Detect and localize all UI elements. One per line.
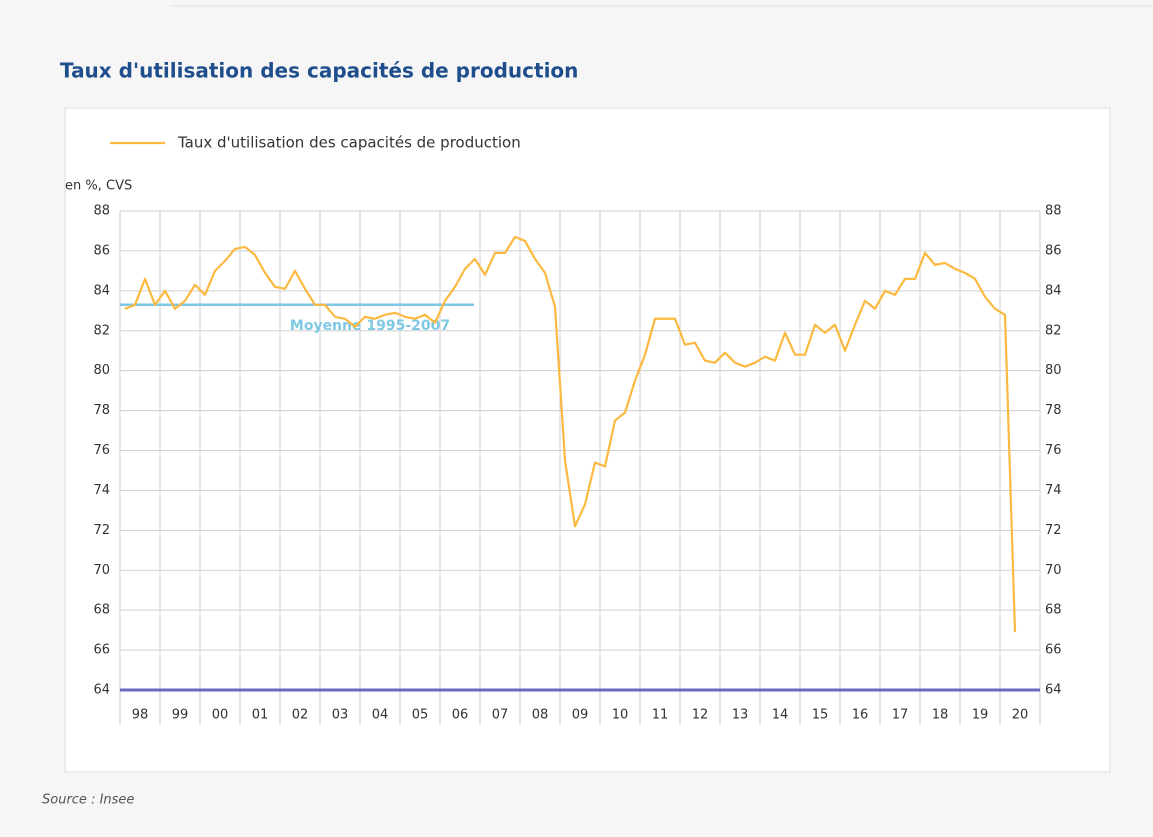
y-tick-label: 86 — [93, 243, 110, 258]
x-tick-label: 14 — [772, 708, 789, 723]
y2-tick-label: 70 — [1045, 563, 1062, 578]
x-tick-label: 04 — [372, 708, 389, 723]
x-tick-label: 07 — [492, 708, 509, 723]
y2-tick-label: 74 — [1045, 483, 1062, 498]
x-tick-label: 18 — [932, 708, 949, 723]
x-tick-label: 20 — [1012, 708, 1029, 723]
y-tick-label: 64 — [93, 683, 110, 698]
x-tick-label: 12 — [692, 708, 709, 723]
x-tick-label: 03 — [332, 708, 349, 723]
y-tick-label: 72 — [93, 523, 110, 538]
x-tick-label: 01 — [252, 708, 269, 723]
y-tick-label: 80 — [93, 363, 110, 378]
y-tick-label: 84 — [93, 283, 110, 298]
x-tick-label: 19 — [972, 708, 989, 723]
source: Source : Insee — [42, 793, 134, 808]
x-tick-label: 15 — [812, 708, 829, 723]
y2-tick-label: 86 — [1045, 243, 1062, 258]
x-tick-label: 05 — [412, 708, 429, 723]
x-tick-label: 06 — [452, 708, 469, 723]
y2-tick-label: 82 — [1045, 323, 1062, 338]
y2-tick-label: 64 — [1045, 683, 1062, 698]
chart-box — [64, 107, 1111, 773]
x-tick-label: 99 — [172, 708, 189, 723]
legend-label: Taux d'utilisation des capacités de prod… — [177, 134, 521, 152]
y2-tick-label: 76 — [1045, 443, 1062, 458]
y2-tick-label: 78 — [1045, 403, 1062, 418]
y-axis-label: en %, CVS — [65, 179, 132, 194]
average-label: Moyenne 1995-2007 — [290, 318, 450, 334]
x-tick-label: 08 — [532, 708, 549, 723]
y-tick-label: 82 — [93, 323, 110, 338]
y2-tick-label: 84 — [1045, 283, 1062, 298]
x-tick-label: 17 — [892, 708, 909, 723]
y-tick-label: 88 — [93, 204, 110, 219]
y-tick-label: 66 — [93, 643, 110, 658]
x-tick-label: 10 — [612, 708, 629, 723]
y-tick-label: 76 — [93, 443, 110, 458]
x-tick-label: 16 — [852, 708, 869, 723]
x-tick-label: 00 — [212, 708, 229, 723]
x-tick-label: 11 — [652, 708, 669, 723]
y-tick-label: 74 — [93, 483, 110, 498]
x-tick-label: 98 — [132, 708, 149, 723]
x-tick-label: 13 — [732, 708, 749, 723]
series-line — [124, 235, 1017, 633]
y2-tick-label: 80 — [1045, 363, 1062, 378]
chart-title: Taux d'utilisation des capacités de prod… — [60, 59, 578, 83]
y2-tick-label: 66 — [1045, 643, 1062, 658]
y-tick-label: 78 — [93, 403, 110, 418]
y-tick-label: 70 — [93, 563, 110, 578]
y2-tick-label: 88 — [1045, 204, 1062, 219]
x-tick-label: 02 — [292, 708, 309, 723]
y-tick-label: 68 — [93, 603, 110, 618]
x-tick-label: 09 — [572, 708, 589, 723]
y2-tick-label: 68 — [1045, 603, 1062, 618]
y2-tick-label: 72 — [1045, 523, 1062, 538]
